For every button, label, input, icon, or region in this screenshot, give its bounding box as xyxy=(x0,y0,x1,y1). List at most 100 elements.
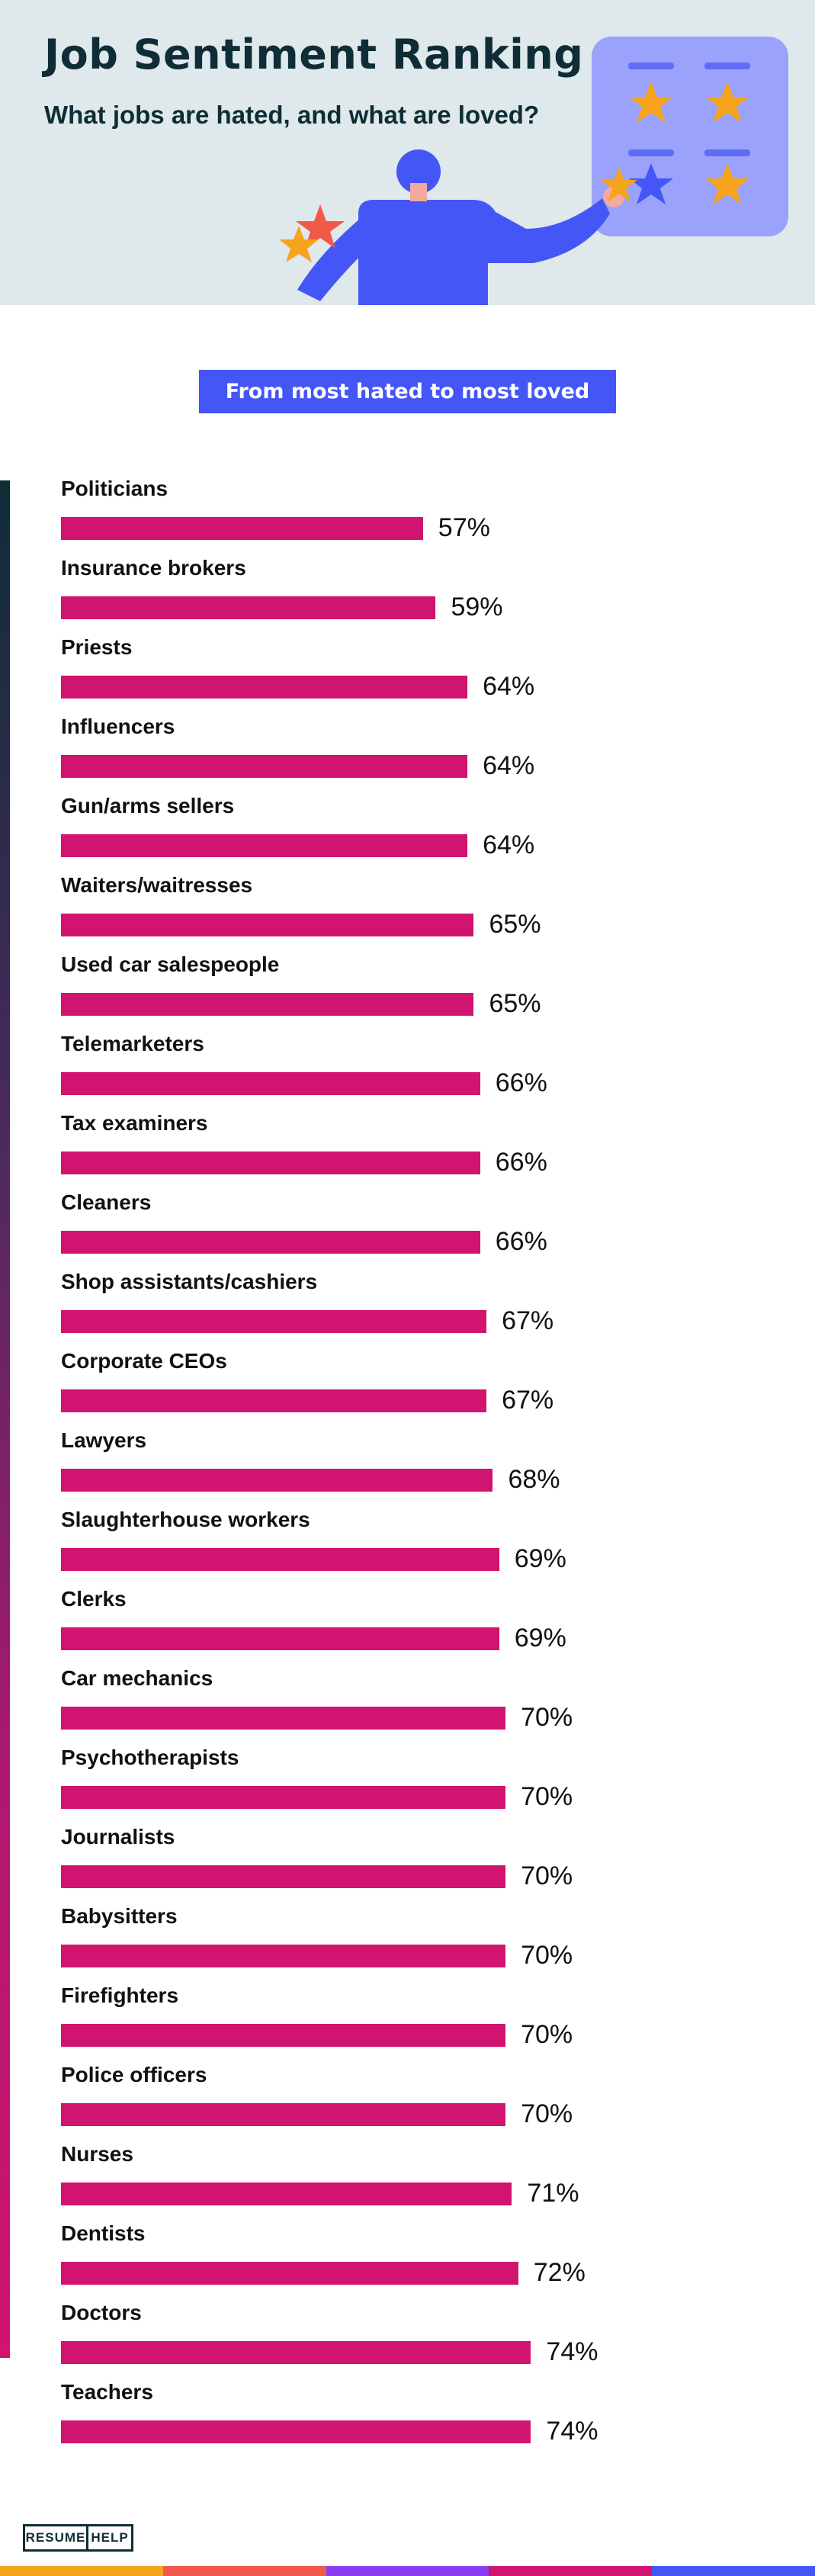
resume-help-logo: RESUME HELP xyxy=(23,2524,136,2552)
value-label: 66% xyxy=(495,1068,547,1097)
bar xyxy=(61,676,468,699)
star-icon xyxy=(629,82,673,123)
category-label: Car mechanics xyxy=(61,1666,213,1690)
category-label: Priests xyxy=(61,635,133,659)
bar xyxy=(61,755,468,778)
value-label: 68% xyxy=(508,1465,560,1494)
footer-stripe-segment xyxy=(0,2566,163,2576)
bar xyxy=(61,2103,506,2126)
value-label: 69% xyxy=(514,1544,566,1573)
person-neck xyxy=(410,183,427,201)
footer-stripe-segment xyxy=(162,2566,326,2576)
category-label: Gun/arms sellers xyxy=(61,794,235,817)
star-icon xyxy=(601,166,637,202)
gradient-side-bar xyxy=(0,480,10,2358)
bar xyxy=(61,2183,512,2205)
value-label: 65% xyxy=(489,989,541,1018)
category-label: Babysitters xyxy=(61,1904,178,1928)
person-body xyxy=(358,198,610,305)
category-label: Shop assistants/cashiers xyxy=(61,1270,318,1293)
value-label: 72% xyxy=(533,2258,586,2287)
value-label: 64% xyxy=(483,830,535,859)
bar xyxy=(61,2420,531,2443)
value-label: 67% xyxy=(502,1386,554,1415)
value-label: 74% xyxy=(546,2337,598,2366)
bar xyxy=(61,1548,499,1571)
value-label: 74% xyxy=(546,2417,598,2446)
bar xyxy=(61,993,474,1016)
bar xyxy=(61,1310,487,1333)
category-label: Teachers xyxy=(61,2380,153,2404)
value-label: 70% xyxy=(521,2099,573,2128)
bar xyxy=(61,1945,506,1967)
value-label: 65% xyxy=(489,910,541,939)
value-label: 70% xyxy=(521,2020,573,2049)
footer-stripe-segment xyxy=(326,2566,489,2576)
value-label: 70% xyxy=(521,1703,573,1732)
category-label: Police officers xyxy=(61,2063,207,2086)
bar xyxy=(61,517,423,540)
rating-line xyxy=(704,149,750,156)
star-icon xyxy=(279,226,319,262)
job-rating-illustration xyxy=(279,37,788,305)
category-label: Tax examiners xyxy=(61,1111,208,1135)
category-label: Firefighters xyxy=(61,1983,179,2007)
logo-left-text: RESUME xyxy=(23,2524,88,2552)
star-icon xyxy=(296,204,345,249)
bar xyxy=(61,1786,506,1809)
value-label: 66% xyxy=(495,1148,547,1177)
rating-line xyxy=(628,63,674,69)
category-label: Waiters/waitresses xyxy=(61,873,253,897)
bar xyxy=(61,1072,480,1095)
page-title: Job Sentiment Ranking xyxy=(44,31,584,79)
category-label: Doctors xyxy=(61,2301,142,2324)
bar xyxy=(61,2024,506,2047)
bar xyxy=(61,596,436,619)
value-label: 66% xyxy=(495,1227,547,1256)
footer-color-stripe xyxy=(0,2566,815,2576)
category-label: Telemarketers xyxy=(61,1032,204,1055)
bar xyxy=(61,1469,493,1492)
category-label: Corporate CEOs xyxy=(61,1349,227,1373)
bar xyxy=(61,1151,480,1174)
footer-stripe-segment xyxy=(489,2566,653,2576)
category-label: Clerks xyxy=(61,1587,127,1611)
bar xyxy=(61,1389,487,1412)
category-label: Insurance brokers xyxy=(61,556,246,580)
bar xyxy=(61,1627,499,1650)
header-banner: Job Sentiment Ranking What jobs are hate… xyxy=(0,0,815,305)
rating-line xyxy=(704,63,750,69)
page-subtitle: What jobs are hated, and what are loved? xyxy=(44,101,540,129)
person-head xyxy=(396,149,441,194)
value-label: 70% xyxy=(521,1861,573,1890)
category-label: Journalists xyxy=(61,1825,175,1848)
category-label: Used car salespeople xyxy=(61,952,280,976)
person-arm xyxy=(297,214,381,301)
value-label: 69% xyxy=(514,1624,566,1653)
value-label: 70% xyxy=(521,1941,573,1970)
value-label: 67% xyxy=(502,1306,554,1335)
footer-stripe-segment xyxy=(652,2566,815,2576)
category-label: Lawyers xyxy=(61,1428,147,1452)
category-label: Influencers xyxy=(61,715,175,738)
category-label: Psychotherapists xyxy=(61,1746,239,1769)
rating-line xyxy=(628,149,674,156)
value-label: 57% xyxy=(438,513,490,542)
bar xyxy=(61,1231,480,1254)
bar xyxy=(61,1707,506,1730)
value-label: 70% xyxy=(521,1782,573,1811)
value-label: 71% xyxy=(527,2179,579,2208)
value-label: 59% xyxy=(451,593,503,622)
bar xyxy=(61,2341,531,2364)
star-icon xyxy=(705,82,749,123)
category-label: Slaughterhouse workers xyxy=(61,1508,310,1531)
category-label: Nurses xyxy=(61,2142,133,2166)
star-icon xyxy=(705,163,749,204)
sort-order-banner: From most hated to most loved xyxy=(199,370,616,413)
logo-right-text: HELP xyxy=(86,2524,133,2552)
star-icon xyxy=(629,163,673,204)
bar xyxy=(61,1865,506,1888)
value-label: 64% xyxy=(483,751,535,780)
category-label: Dentists xyxy=(61,2221,146,2245)
